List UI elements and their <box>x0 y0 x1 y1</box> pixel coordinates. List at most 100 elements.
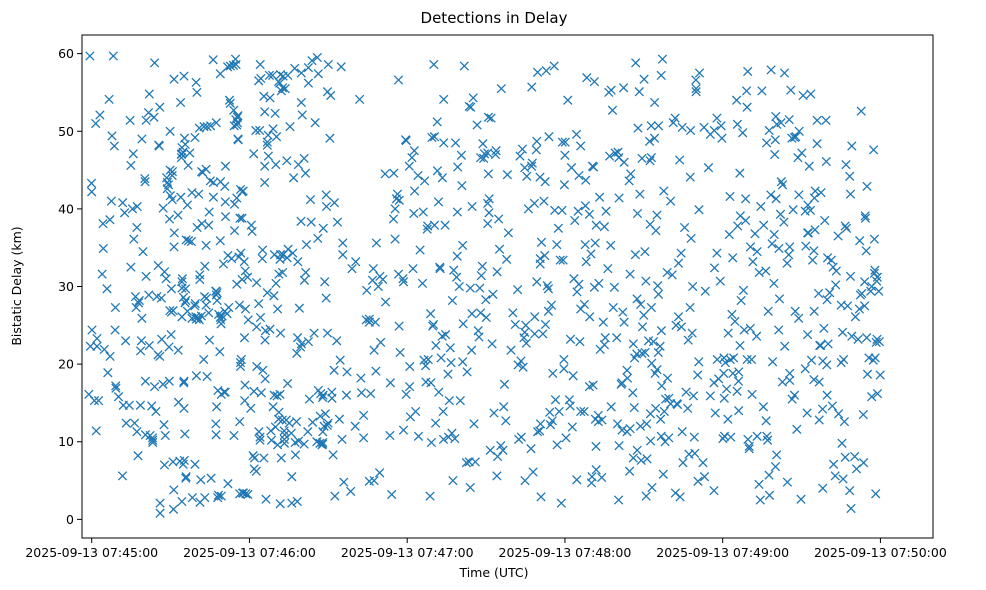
data-point <box>321 293 331 303</box>
data-point <box>673 312 684 322</box>
data-point <box>491 146 501 156</box>
data-point <box>719 393 729 403</box>
data-point <box>262 140 272 150</box>
data-point <box>637 348 647 358</box>
data-point <box>133 451 143 461</box>
data-point <box>530 312 540 322</box>
data-point <box>426 378 436 388</box>
data-point <box>678 458 688 468</box>
data-point <box>395 347 405 358</box>
data-point <box>777 377 788 387</box>
data-point <box>435 263 445 274</box>
data-point <box>258 365 268 375</box>
data-point <box>452 251 462 261</box>
data-point <box>457 180 467 191</box>
data-point <box>712 113 722 123</box>
data-point <box>559 364 569 374</box>
data-point <box>255 432 265 442</box>
data-point <box>691 83 701 94</box>
data-point <box>581 257 591 267</box>
data-point <box>415 245 425 255</box>
data-point <box>798 90 808 101</box>
data-point <box>180 284 191 294</box>
data-point <box>858 458 869 468</box>
data-point <box>191 77 201 88</box>
data-point <box>217 311 227 321</box>
data-point <box>109 141 119 151</box>
data-point <box>92 341 102 351</box>
data-point <box>164 376 174 386</box>
data-point <box>201 164 211 174</box>
data-point <box>277 267 288 278</box>
data-point <box>520 163 530 173</box>
data-point <box>447 295 458 306</box>
data-point <box>329 365 339 375</box>
data-point <box>341 390 352 400</box>
data-point <box>299 275 310 285</box>
data-point <box>459 61 469 71</box>
data-point <box>419 176 430 186</box>
data-point <box>351 257 361 267</box>
data-point <box>774 325 784 335</box>
data-point <box>869 234 880 244</box>
data-point <box>376 337 386 348</box>
data-point <box>124 400 134 410</box>
data-point <box>325 133 335 143</box>
data-point <box>201 293 212 303</box>
data-point <box>679 222 690 233</box>
data-point <box>160 430 170 441</box>
x-tick-label: 2025-09-13 07:50:00 <box>814 545 947 560</box>
data-point <box>874 286 884 296</box>
data-point <box>662 373 673 383</box>
data-point <box>656 431 666 441</box>
data-point <box>271 278 281 289</box>
data-point <box>821 156 831 167</box>
data-point <box>149 112 159 122</box>
data-point <box>427 132 437 143</box>
data-point <box>822 360 832 370</box>
data-point <box>550 205 560 216</box>
data-point <box>543 284 554 294</box>
data-point <box>243 315 253 325</box>
data-point <box>262 288 272 298</box>
data-point <box>265 93 275 103</box>
data-point <box>874 336 885 347</box>
data-point <box>323 418 333 428</box>
data-point <box>260 107 270 117</box>
data-point <box>358 433 369 443</box>
data-point <box>822 390 832 400</box>
data-point <box>280 83 290 94</box>
data-point <box>724 229 734 240</box>
data-point <box>294 303 305 313</box>
data-point <box>625 269 635 279</box>
data-point <box>268 124 278 134</box>
data-point <box>190 132 200 143</box>
data-point <box>87 187 97 197</box>
data-point <box>521 320 531 330</box>
data-point <box>369 475 379 486</box>
data-point <box>447 428 457 438</box>
data-point <box>247 226 257 237</box>
data-point <box>817 404 828 414</box>
data-point <box>288 248 298 258</box>
data-point <box>532 67 543 77</box>
data-point <box>425 309 436 319</box>
data-point <box>190 301 200 311</box>
data-point <box>98 243 108 254</box>
data-point <box>815 340 825 351</box>
data-point <box>792 424 802 434</box>
data-point <box>492 471 502 481</box>
data-point <box>204 335 215 345</box>
data-point <box>736 295 746 306</box>
data-point <box>275 328 286 338</box>
data-point <box>698 458 708 468</box>
data-point <box>468 93 478 103</box>
data-point <box>342 367 352 377</box>
data-point <box>859 277 870 287</box>
data-point <box>766 65 776 75</box>
data-point <box>721 384 732 394</box>
data-point <box>236 248 246 258</box>
data-point <box>140 173 150 184</box>
data-point <box>784 114 794 125</box>
data-point <box>155 498 165 508</box>
